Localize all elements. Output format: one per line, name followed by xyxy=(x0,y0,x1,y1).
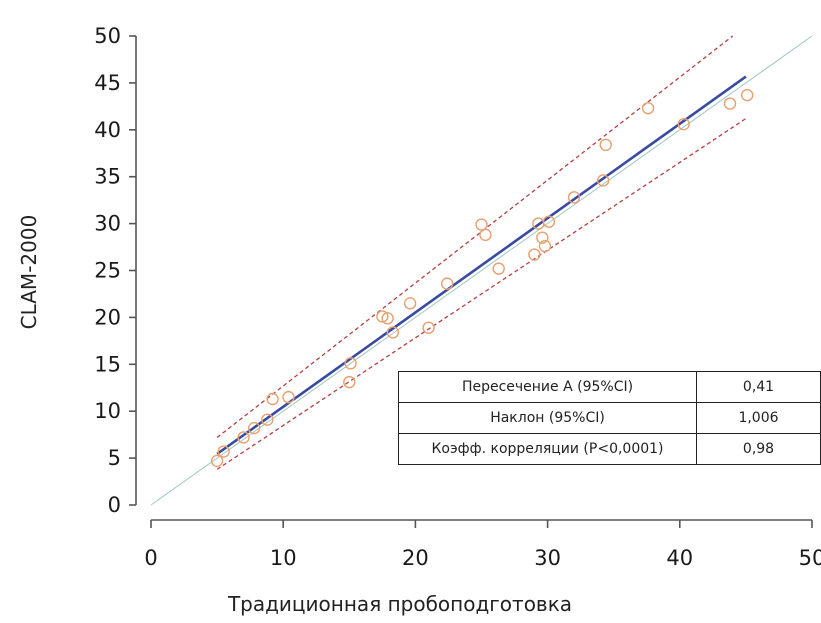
y-tick-label: 5 xyxy=(108,446,121,470)
plot-lines-group xyxy=(150,35,813,506)
data-point xyxy=(599,138,612,152)
x-tick-label: 50 xyxy=(799,546,821,570)
stat-label: Наклон (95%CI) xyxy=(398,402,697,434)
data-point xyxy=(386,326,400,339)
x-tick-label: 20 xyxy=(402,546,429,570)
data-point xyxy=(422,321,435,334)
x-tick-label: 40 xyxy=(666,546,693,570)
y-tick-label: 35 xyxy=(94,165,121,189)
x-axis-title: Традиционная пробоподготовка xyxy=(227,592,572,616)
ci-upper-line xyxy=(216,35,734,438)
data-point xyxy=(475,218,488,231)
table-row: Коэфф. корреляции (P<0,0001) 0,98 xyxy=(398,433,821,465)
y-tick-label: 25 xyxy=(94,259,121,283)
y-tick-label: 0 xyxy=(108,493,121,517)
stat-value: 0,98 xyxy=(696,433,821,465)
x-tick-label: 10 xyxy=(270,546,297,570)
x-tick-label: 30 xyxy=(534,546,561,570)
data-point xyxy=(723,97,737,110)
stat-label: Коэфф. корреляции (P<0,0001) xyxy=(398,433,697,465)
y-tick-label: 40 xyxy=(94,118,121,142)
data-point xyxy=(261,413,274,426)
y-tick-label: 30 xyxy=(94,212,121,236)
data-point xyxy=(528,248,541,261)
data-point xyxy=(538,239,552,253)
x-tick-label: 0 xyxy=(144,546,157,570)
data-point xyxy=(237,431,250,444)
stat-value: 0,41 xyxy=(696,371,821,403)
data-point xyxy=(641,102,655,115)
data-point xyxy=(492,262,505,275)
data-point xyxy=(217,445,230,458)
data-point xyxy=(536,231,549,244)
regression-line xyxy=(216,75,747,456)
y-tick-label: 10 xyxy=(94,399,121,423)
data-point xyxy=(210,454,224,468)
data-point xyxy=(677,117,690,131)
data-point xyxy=(403,297,417,310)
data-point xyxy=(266,392,279,406)
data-point xyxy=(741,88,754,102)
data-point xyxy=(596,174,610,187)
data-point xyxy=(344,357,357,370)
data-point xyxy=(343,375,356,389)
data-point xyxy=(479,228,492,242)
data-point xyxy=(440,277,454,290)
data-point xyxy=(381,312,394,325)
ci-lower-line xyxy=(216,118,747,470)
data-point xyxy=(567,191,581,204)
y-tick-label: 45 xyxy=(94,71,121,95)
axes-group: 0 10 20 30 40 50 0 5 10 15 20 25 30 35 40 45 50 xyxy=(94,24,821,570)
y-tick-label: 15 xyxy=(94,352,121,376)
data-point xyxy=(247,421,261,435)
plot-points-group xyxy=(210,88,754,468)
table-row: Пересечение A (95%CI) 0,41 xyxy=(398,371,821,403)
identity-line xyxy=(150,35,813,506)
data-point xyxy=(376,310,389,323)
y-tick-label: 20 xyxy=(94,305,121,329)
statistics-table: Пересечение A (95%CI) 0,41 Наклон (95%CI… xyxy=(398,371,821,465)
stat-value: 1,006 xyxy=(696,402,821,434)
table-row: Наклон (95%CI) 1,006 xyxy=(398,402,821,434)
data-point xyxy=(542,215,556,228)
stat-label: Пересечение A (95%CI) xyxy=(398,371,697,403)
y-axis-title: CLAM-2000 xyxy=(17,215,41,330)
data-point xyxy=(282,390,295,404)
y-tick-label: 50 xyxy=(94,24,121,48)
